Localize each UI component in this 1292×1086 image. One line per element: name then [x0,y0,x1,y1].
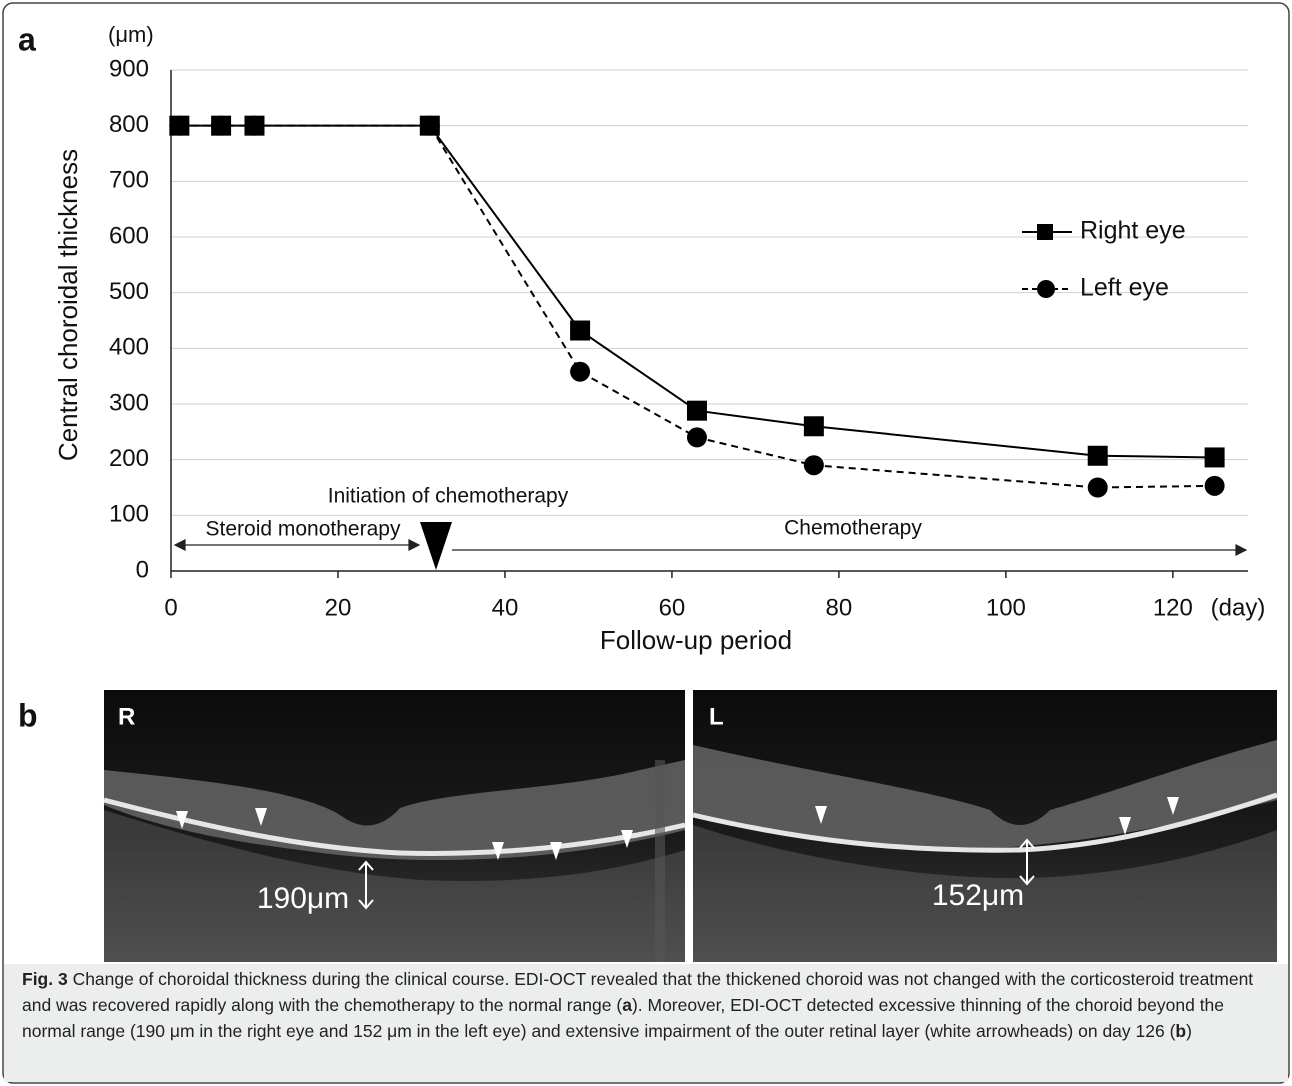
x-axis-title: Follow-up period [600,625,792,655]
annotation: Steroid monotherapy [206,518,401,541]
caption: Fig. 3 Change of choroidal thickness dur… [22,966,1272,1044]
y-tick-label: 500 [109,278,149,305]
x-tick-label: 40 [492,594,519,621]
marker-circle [420,116,440,136]
y-tick-label: 200 [109,445,149,472]
panel-label: a [18,21,36,57]
legend-label: Left eye [1080,274,1169,302]
y-unit: (μm) [108,22,154,47]
y-tick-label: 400 [109,334,149,361]
y-tick-label: 900 [109,55,149,82]
caption-label: Fig. 3 [22,969,68,989]
marker-circle [244,116,264,136]
figure: a b R L 190μm 152μm 01002003004005006007… [0,0,1292,1086]
x-tick-label: 20 [325,594,352,621]
x-tick-label: 0 [164,594,177,621]
y-tick-label: 0 [136,556,149,583]
marker-circle [211,116,231,136]
oct-image-left [693,690,1277,962]
marker-square [1088,446,1108,466]
legend-label: Right eye [1080,217,1186,245]
annotation: Initiation of chemotherapy [328,485,569,508]
caption-text: ) [1186,1021,1192,1041]
marker-square [570,321,590,341]
x-tick-label: 100 [986,594,1026,621]
measurement: 190μm [257,882,349,915]
caption-ref: a [622,995,632,1015]
marker-circle [570,362,590,382]
marker-circle [169,116,189,136]
y-tick-label: 100 [109,501,149,528]
y-tick-label: 700 [109,167,149,194]
y-tick-label: 800 [109,111,149,138]
oct-image-right [104,690,685,962]
x-tick-label: 120 [1153,594,1193,621]
marker-square [687,401,707,421]
page: a b R L 190μm 152μm 01002003004005006007… [0,0,1292,1086]
image-label: L [709,703,724,730]
marker-circle [804,455,824,475]
marker-square [804,416,824,436]
y-tick-label: 600 [109,222,149,249]
annotation: Chemotherapy [784,517,922,540]
x-tick-label: 80 [826,594,853,621]
marker-circle [687,427,707,447]
measurement: 152μm [932,879,1024,912]
legend-marker [1037,280,1055,298]
y-axis-title: Central choroidal thickness [53,149,83,461]
y-tick-label: 300 [109,389,149,416]
panel-label: b [18,697,38,733]
x-tick-label: 60 [659,594,686,621]
image-label: R [118,703,135,730]
x-unit: (day) [1211,594,1266,621]
caption-ref: b [1175,1021,1186,1041]
marker-circle [1205,476,1225,496]
marker-circle [1088,478,1108,498]
legend-marker [1037,224,1053,240]
marker-square [1205,447,1225,467]
